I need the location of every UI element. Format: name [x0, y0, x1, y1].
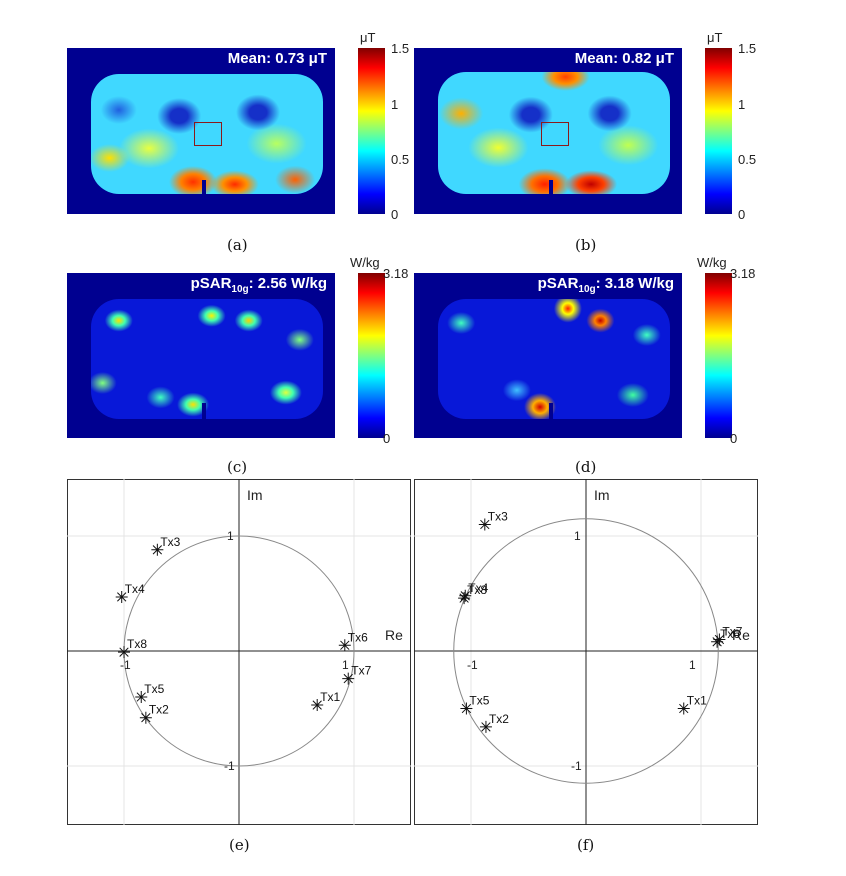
phantom-shape [438, 72, 670, 194]
y-tick-label: 1 [227, 529, 234, 543]
colorbar-unit: μT [707, 30, 723, 45]
point-label: Tx1 [320, 690, 340, 704]
colorbar-tick: 0 [730, 431, 738, 446]
colorbar-tick: 1 [738, 97, 746, 112]
panel-label: (b) [575, 236, 597, 254]
phantom-slot [549, 403, 553, 419]
unit-circle [453, 518, 719, 784]
data-point-tx2 [479, 720, 492, 733]
roi-box [194, 122, 222, 146]
colorbar-unit: μT [360, 30, 376, 45]
point-label: Tx5 [144, 682, 164, 696]
x-tick-label: 1 [689, 658, 696, 672]
x-tick-label: 1 [342, 658, 349, 672]
b1-map-a: Mean: 0.73 μT [67, 48, 335, 214]
panel-label: (e) [229, 836, 250, 854]
panel-label: (d) [575, 458, 597, 476]
colorbar-b [705, 48, 732, 214]
mean-label: Mean: 0.82 μT [574, 50, 674, 67]
x-axis-label: Re [732, 627, 750, 643]
data-point-tx2 [139, 711, 152, 724]
y-axis-label: Im [247, 487, 263, 503]
y-axis-label: Im [594, 487, 610, 503]
panel-label: (a) [227, 236, 248, 254]
colorbar-tick: 0 [383, 431, 391, 446]
point-label: Tx2 [149, 703, 169, 717]
y-tick-label: -1 [571, 759, 582, 773]
colorbar-tick: 0 [391, 207, 399, 222]
data-point-tx4 [115, 590, 128, 603]
x-axis-label: Re [385, 627, 403, 643]
point-label: Tx4 [468, 581, 488, 595]
psar-label: pSAR10g: 3.18 W/kg [537, 275, 674, 295]
point-label: Tx4 [125, 582, 145, 596]
x-tick-label: -1 [467, 658, 478, 672]
mean-label: Mean: 0.73 μT [227, 50, 327, 67]
point-label: Tx7 [722, 625, 742, 639]
panel-label: (c) [227, 458, 248, 476]
data-point-tx6 [338, 639, 351, 652]
data-point-tx4 [459, 589, 472, 602]
data-point-tx3 [478, 518, 491, 531]
point-label: Tx6 [348, 630, 368, 644]
data-point-tx8 [458, 592, 471, 605]
colorbar-tick: 1.5 [738, 41, 757, 56]
point-label: Tx5 [469, 694, 489, 708]
data-point-tx1 [677, 702, 690, 715]
colorbar-tick: 0.5 [738, 152, 757, 167]
data-point-tx7 [713, 633, 726, 646]
colorbar-tick: 0 [738, 207, 746, 222]
sar-map-d: pSAR10g: 3.18 W/kg [414, 273, 682, 438]
phantom-slot [202, 180, 206, 196]
data-point-tx5 [460, 702, 473, 715]
colorbar-tick: 1 [391, 97, 399, 112]
point-label: Tx6 [720, 627, 740, 641]
b1-map-b: Mean: 0.82 μT [414, 48, 682, 214]
y-tick-label: 1 [574, 529, 581, 543]
point-label: Tx3 [160, 535, 180, 549]
colorbar-tick: 3.18 [383, 266, 409, 281]
complex-plane-chart-e: 1 -1 1 -1 Re Im Tx1 Tx2 Tx3 Tx4 Tx5 Tx6 Tx7 Tx8 [67, 479, 411, 825]
point-label: Tx3 [488, 510, 508, 524]
point-label: Tx8 [467, 583, 487, 597]
colorbar-d [705, 273, 732, 438]
point-label: Tx1 [687, 694, 707, 708]
colorbar-tick: 1.5 [391, 41, 410, 56]
colorbar-tick: 3.18 [730, 266, 756, 281]
x-tick-label: -1 [120, 658, 131, 672]
phantom-shape [438, 299, 670, 419]
psar-label: pSAR10g: 2.56 W/kg [190, 275, 327, 295]
roi-box [541, 122, 569, 146]
phantom-shape [91, 74, 323, 194]
colorbar-c [358, 273, 385, 438]
colorbar-unit: W/kg [697, 255, 727, 270]
colorbar-a [358, 48, 385, 214]
point-label: Tx8 [127, 637, 147, 651]
phantom-slot [549, 180, 553, 196]
point-label: Tx7 [351, 664, 371, 678]
colorbar-unit: W/kg [350, 255, 380, 270]
colorbar-tick: 0.5 [391, 152, 410, 167]
data-point-tx7 [342, 672, 355, 685]
phantom-shape [91, 299, 323, 419]
phantom-slot [202, 403, 206, 419]
data-point-tx1 [311, 699, 324, 712]
data-point-tx5 [135, 691, 148, 703]
data-point-tx8 [118, 646, 130, 659]
y-tick-label: -1 [224, 759, 235, 773]
panel-label: (f) [577, 836, 595, 854]
point-label: Tx2 [489, 712, 509, 726]
data-point-tx3 [151, 543, 164, 556]
sar-map-c: pSAR10g: 2.56 W/kg [67, 273, 335, 438]
